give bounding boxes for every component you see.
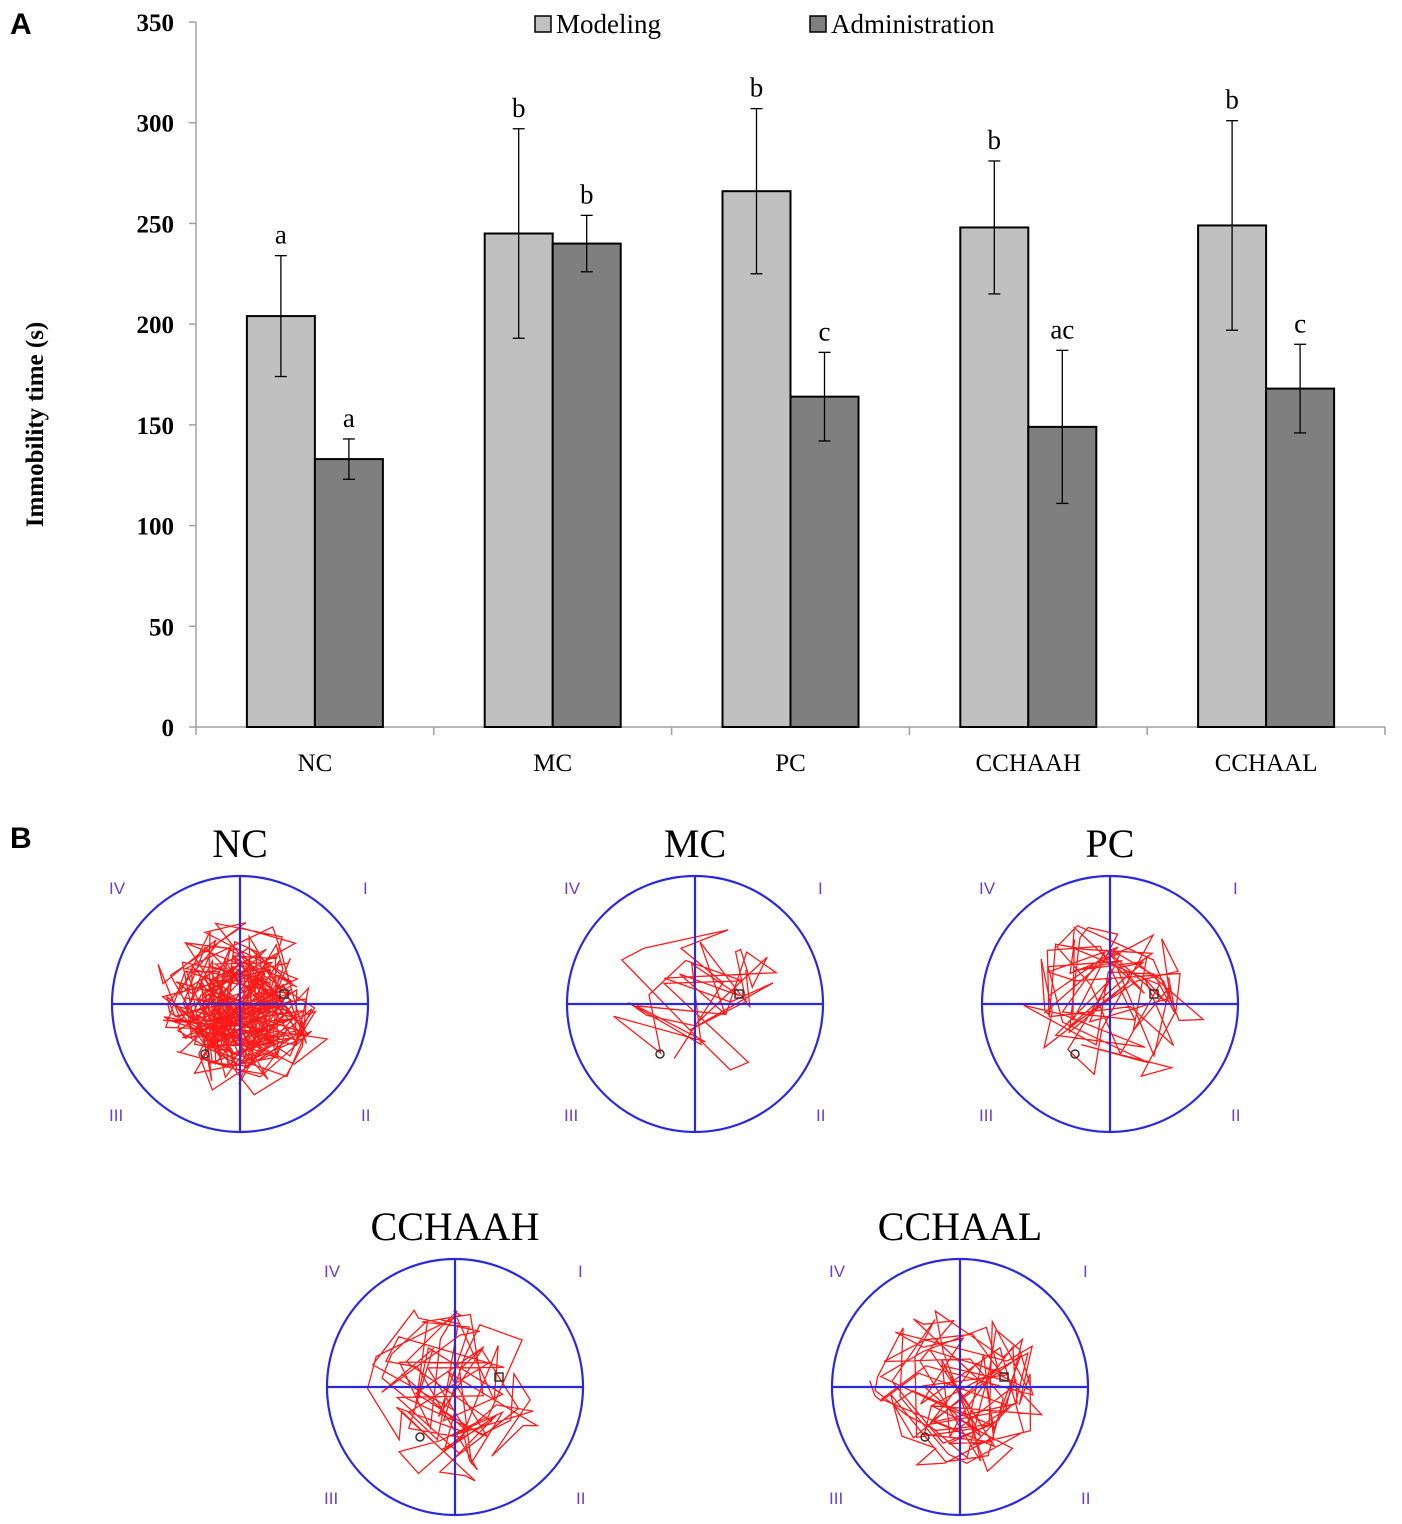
quadrant-label-iii: III — [324, 1489, 338, 1508]
end-marker — [920, 1432, 930, 1442]
track-plot-1: MC IV I III II — [550, 822, 840, 1136]
y-tick-label: 200 — [137, 312, 175, 339]
y-axis-title: Immobility time (s) — [22, 322, 49, 528]
quadrant-label-i: I — [1083, 1262, 1088, 1281]
x-tick-label: CCHAAL — [1215, 750, 1318, 777]
swim-path — [869, 1309, 1044, 1473]
y-tick-label: 300 — [137, 111, 175, 138]
start-marker — [279, 989, 289, 999]
legend-label: Administration — [831, 9, 995, 39]
quadrant-label-iv: IV — [829, 1262, 846, 1281]
track-plot-2: PC IV I III II — [965, 822, 1255, 1136]
quadrant-label-i: I — [818, 879, 823, 898]
y-tick-label: 50 — [149, 614, 174, 641]
significance-letter: ac — [1050, 314, 1074, 344]
panel-label-a: A — [10, 8, 32, 41]
significance-letter: c — [819, 316, 831, 346]
legend-swatch — [534, 15, 552, 33]
quadrant-label-iv: IV — [979, 879, 996, 898]
y-tick-label: 350 — [137, 10, 175, 37]
quadrant-label-iv: IV — [564, 879, 581, 898]
end-marker — [655, 1049, 665, 1059]
track-title: PC — [1085, 821, 1135, 866]
quadrant-label-i: I — [1233, 879, 1238, 898]
y-tick-label: 0 — [162, 715, 175, 742]
track-title: CCHAAH — [370, 1204, 540, 1249]
quadrant-label-ii: II — [816, 1106, 825, 1125]
panel-label-b: B — [10, 822, 32, 855]
bar-chart: 0 50 100 150 200 250 300 350 Immobility time (s)… — [22, 9, 1386, 777]
track-plot-3: CCHAAH IV I III II — [310, 1205, 600, 1519]
bar — [245, 315, 316, 728]
significance-letter: c — [1294, 308, 1306, 338]
legend-label: Modeling — [556, 9, 661, 39]
swim-path — [366, 1309, 540, 1482]
quadrant-label-i: I — [578, 1262, 583, 1281]
x-tick-label: NC — [298, 750, 333, 777]
significance-letter: a — [343, 403, 355, 433]
end-marker — [200, 1049, 210, 1059]
quadrant-label-iii: III — [109, 1106, 123, 1125]
significance-letter: b — [988, 125, 1002, 155]
end-marker — [1070, 1049, 1080, 1059]
track-title: NC — [212, 821, 268, 866]
quadrant-label-iii: III — [979, 1106, 993, 1125]
y-tick-label: 100 — [137, 514, 175, 541]
x-tick-label: MC — [533, 750, 572, 777]
quadrant-label-ii: II — [1231, 1106, 1240, 1125]
quadrant-label-iv: IV — [324, 1262, 341, 1281]
start-marker — [1149, 989, 1159, 999]
quadrant-label-ii: II — [1081, 1489, 1090, 1508]
track-plot-4: CCHAAL IV I III II — [815, 1205, 1105, 1519]
start-marker — [999, 1372, 1009, 1382]
bar — [959, 226, 1030, 728]
bar — [551, 242, 622, 728]
bar — [789, 395, 860, 728]
significance-letter: b — [580, 179, 594, 209]
y-tick-label: 150 — [137, 413, 175, 440]
quadrant-label-ii: II — [361, 1106, 370, 1125]
quadrant-label-iii: III — [564, 1106, 578, 1125]
significance-letter: b — [512, 93, 526, 123]
legend-swatch — [809, 15, 827, 33]
significance-letter: b — [1225, 85, 1239, 115]
quadrant-label-iv: IV — [109, 879, 126, 898]
swim-path — [157, 921, 329, 1096]
quadrant-label-ii: II — [576, 1489, 585, 1508]
swim-path — [1023, 924, 1205, 1078]
start-marker — [494, 1372, 504, 1382]
x-tick-label: CCHAAH — [976, 750, 1082, 777]
end-marker — [415, 1432, 425, 1442]
quadrant-label-iii: III — [829, 1489, 843, 1508]
significance-letter: a — [275, 220, 287, 250]
start-marker — [734, 989, 744, 999]
x-tick-label: PC — [775, 750, 806, 777]
quadrant-label-i: I — [363, 879, 368, 898]
track-title: CCHAAL — [877, 1204, 1043, 1249]
y-tick-label: 250 — [137, 211, 175, 238]
bar — [313, 458, 384, 728]
significance-letter: b — [750, 73, 764, 103]
track-plot-0: NC IV I III II — [95, 822, 385, 1136]
bar — [1265, 387, 1336, 728]
track-title: MC — [663, 821, 727, 866]
